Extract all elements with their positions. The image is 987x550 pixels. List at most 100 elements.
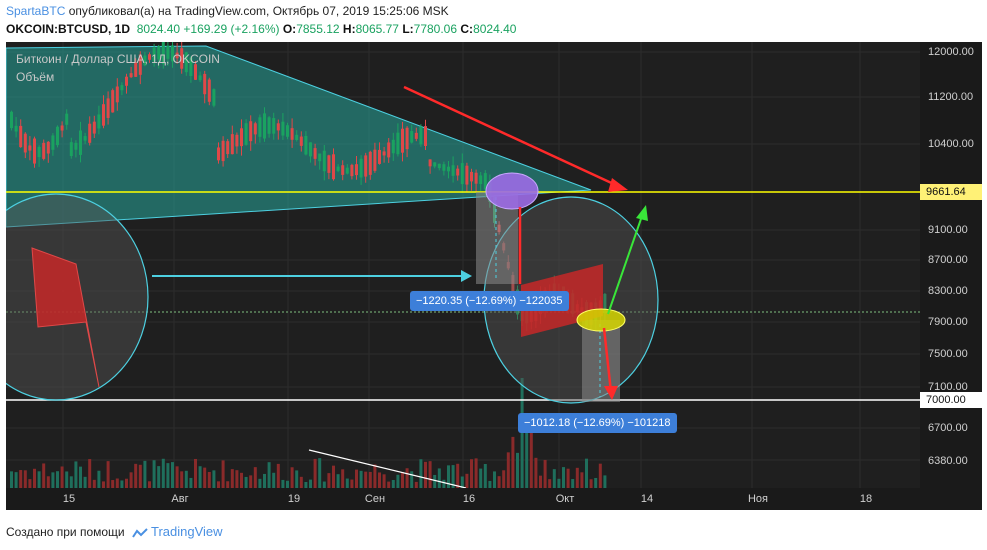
candle-body: [253, 123, 257, 135]
red-trend-arrow-line[interactable]: [403, 85, 619, 188]
volume-bar: [138, 464, 142, 488]
candle-body: [198, 75, 202, 81]
y-tick: 7100.00: [928, 381, 968, 393]
candle-body: [368, 151, 372, 175]
volume-bar: [378, 472, 381, 488]
candle-body: [184, 52, 188, 73]
volume-bar: [359, 470, 363, 488]
volume-bar: [557, 478, 561, 488]
volume-bar: [594, 477, 598, 488]
volume-bar: [115, 478, 119, 488]
open-value: 7855.12: [296, 22, 340, 36]
volume-bar: [166, 463, 170, 488]
candle-body: [69, 142, 73, 157]
volume-bar: [184, 470, 188, 488]
candle-body: [226, 141, 230, 155]
y-tick: 6380.00: [928, 455, 968, 467]
candle-body: [359, 158, 363, 178]
candle-body: [51, 135, 55, 150]
volume-bar: [106, 461, 110, 488]
volume-bar: [474, 458, 478, 488]
volume-bar: [111, 480, 115, 488]
volume-bar: [56, 471, 59, 488]
chart-canvas[interactable]: [6, 42, 920, 488]
candle-body: [129, 73, 133, 78]
volume-bar: [143, 460, 147, 488]
green-rebound-arrow-line[interactable]: [607, 215, 643, 315]
candle-body: [263, 113, 266, 139]
volume-bar: [207, 471, 211, 488]
candle-body: [401, 128, 404, 153]
volume-bar: [382, 474, 386, 488]
volume-bar: [46, 476, 50, 488]
candle-body: [221, 140, 225, 162]
volume-bar: [401, 472, 404, 488]
candle-body: [447, 166, 450, 172]
price-axis[interactable]: 12000.00 11200.00 10400.00 9100.00 8700.…: [920, 42, 982, 488]
volume-bar: [585, 458, 588, 488]
volume-bar: [460, 476, 464, 488]
candle-body: [180, 48, 184, 69]
volume-bar: [511, 436, 515, 488]
chart-header: SpartaBTC опубликовал(а) на TradingView.…: [0, 0, 987, 42]
left-pattern-shape[interactable]: [31, 247, 100, 388]
candle-body: [387, 142, 391, 158]
volume-trend-line[interactable]: [308, 449, 467, 488]
publisher-link[interactable]: SpartaBTC: [6, 4, 66, 18]
candle-body: [23, 133, 27, 153]
volume-bar: [350, 479, 354, 488]
volume-bar: [175, 466, 179, 488]
volume-bar: [516, 452, 519, 488]
candle-body: [474, 172, 478, 184]
volume-bar: [373, 464, 377, 488]
symbol-label[interactable]: OKCOIN:BTCUSD, 1D: [6, 22, 131, 36]
low-key: L:: [402, 22, 414, 36]
volume-bar: [548, 479, 552, 488]
open-key: O:: [282, 22, 297, 36]
candle-body: [175, 52, 179, 59]
volume-bar: [336, 474, 340, 488]
candle-body: [120, 85, 124, 91]
volume-bar: [37, 471, 41, 488]
volume-bar: [258, 478, 262, 488]
measure-label-upper[interactable]: −1220.35 (−12.69%) −122035: [410, 291, 569, 311]
volume-bar: [433, 474, 437, 488]
volume-bar: [161, 458, 165, 488]
y-tick: 10400.00: [928, 138, 974, 150]
candle-body: [396, 132, 400, 155]
volume-bar: [290, 467, 294, 488]
volume-bar: [212, 470, 216, 488]
candle-body: [161, 42, 165, 65]
volume-bar: [235, 470, 239, 488]
volume-bar: [299, 476, 303, 488]
tradingview-brand-link[interactable]: TradingView: [150, 524, 223, 539]
time-axis[interactable]: 15 Авг 19 Сен 16 Окт 14 Ноя 18: [6, 488, 920, 510]
triangle-pattern[interactable]: [6, 45, 592, 228]
candle-body: [74, 142, 78, 150]
breakout-ellipse[interactable]: [485, 172, 539, 210]
candle-body: [33, 138, 36, 164]
x-tick: 14: [640, 493, 654, 505]
price-chart[interactable]: Биткоин / Доллар США, 1Д, OKCOIN Объём −…: [6, 42, 920, 488]
volume-bar: [364, 471, 368, 488]
red-target-arrow-line[interactable]: [602, 327, 613, 393]
high-key: H:: [342, 22, 356, 36]
volume-bar: [129, 472, 133, 488]
candle-body: [88, 123, 92, 143]
candle-body: [442, 164, 446, 171]
candle-body: [327, 155, 331, 173]
candle-body: [391, 139, 395, 154]
volume-bar: [465, 473, 469, 488]
volume-bar: [92, 479, 96, 488]
candle-body: [355, 164, 358, 176]
volume-bar: [244, 476, 248, 488]
volume-bar: [589, 479, 593, 488]
volume-bar: [451, 465, 455, 488]
candle-body: [207, 79, 211, 102]
red-target-arrow-head: [604, 386, 618, 400]
measure-label-lower[interactable]: −1012.18 (−12.69%) −101218: [518, 413, 677, 433]
volume-bar: [447, 465, 450, 488]
volume-bar: [470, 459, 473, 488]
target-ellipse[interactable]: [576, 308, 626, 332]
volume-bar: [152, 460, 156, 488]
